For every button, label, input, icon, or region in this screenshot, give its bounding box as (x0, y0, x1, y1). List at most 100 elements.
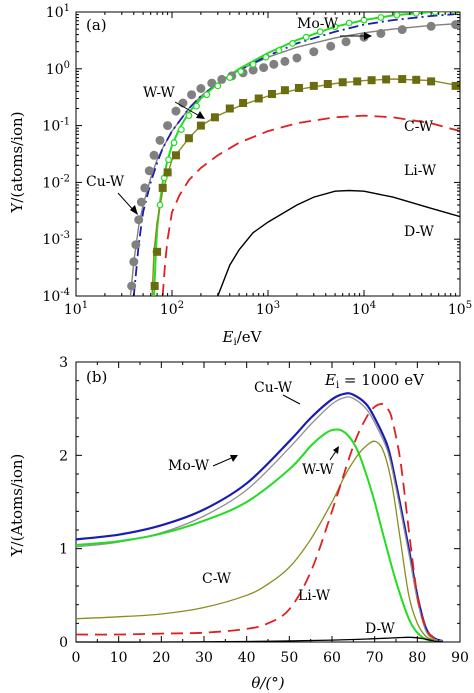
marker-a-w-w-markers (262, 53, 270, 61)
panel-a-series (127, 12, 460, 296)
marker-a-cu-w-markers (426, 21, 436, 31)
marker-a-w-w-markers (345, 19, 353, 27)
annotation-cu-w: Cu-W (86, 174, 125, 190)
marker-a-c-w-markers (153, 247, 162, 256)
annotation-c-w: C-W (404, 119, 434, 135)
marker-a-w-w-markers (185, 112, 193, 119)
marker-a-w-w-markers (156, 201, 164, 209)
y-tick-label-a: 10-3 (42, 230, 70, 248)
marker-a-c-w-markers (150, 281, 159, 290)
marker-a-cu-w-markers (397, 25, 407, 35)
panel-b: 0 10 20 30 40 50 60 70 80 90 0 1 2 3 (b) Ei = 1000 eV… (8, 355, 469, 692)
x-tick-label-a: 105 (448, 300, 472, 318)
marker-a-cu-w-markers (136, 197, 146, 207)
marker-a-cu-w-markers (259, 63, 269, 73)
marker-a-cu-w-markers (207, 78, 217, 88)
marker-a-w-w-markers (193, 102, 200, 110)
marker-a-c-w-markers (163, 168, 172, 177)
marker-a-cu-w-markers (376, 28, 386, 38)
marker-a-w-w-markers (237, 67, 245, 75)
marker-a-cu-w-markers (171, 106, 181, 116)
annotation-li-w: Li-W (404, 163, 437, 179)
marker-a-c-w-markers (427, 77, 436, 86)
marker-a-w-w-markers (431, 12, 439, 16)
x-tick-label-b: 0 (72, 650, 81, 666)
marker-a-cu-w-markers (144, 166, 154, 176)
marker-a-cu-w-markers (187, 90, 197, 100)
panel-b-series (75, 392, 444, 643)
marker-a-w-w-markers (393, 12, 401, 19)
marker-a-w-w-markers (226, 74, 234, 81)
marker-a-cu-w-markers (134, 215, 144, 225)
marker-a-c-w-markers (412, 75, 421, 84)
x-tick-label-b: 40 (238, 650, 256, 666)
panel-a-ylabel: Y/(atoms/ion) (8, 111, 26, 213)
marker-a-c-w-markers (338, 78, 347, 87)
marker-a-w-w-markers (377, 14, 385, 21)
series-line-a-cu-w (129, 22, 460, 296)
series-line-a-w-w (153, 12, 456, 296)
panel-b-ylabel: Y/(Atoms/ion) (8, 454, 26, 558)
marker-a-c-w-markers (225, 104, 234, 113)
x-tick-label-b: 90 (451, 650, 469, 666)
marker-a-cu-w-markers (196, 83, 206, 93)
y-tick-label-a: 100 (46, 60, 70, 78)
panel-a: 101 102 103 104 105 10-4 10-3 10-2 10-1 100 101 (a… (8, 3, 472, 348)
marker-a-cu-w-markers (129, 257, 139, 267)
annotation-b-c-w: C-W (202, 571, 232, 587)
annotation-b-w-w: W-W (302, 462, 334, 478)
marker-a-c-w-markers (196, 121, 205, 130)
marker-a-w-w-markers (331, 23, 339, 31)
x-tick-label-b: 20 (152, 650, 170, 666)
marker-a-cu-w-markers (127, 281, 137, 291)
marker-a-cu-w-markers (451, 20, 460, 30)
marker-a-w-w-markers (170, 139, 178, 147)
marker-a-c-w-markers (323, 80, 332, 89)
marker-a-cu-w-markers (269, 59, 279, 69)
x-tick-label-a: 102 (160, 300, 184, 318)
marker-a-c-w-markers (254, 94, 263, 103)
marker-a-c-w-markers (239, 98, 248, 107)
x-tick-label-a: 104 (352, 300, 376, 318)
annotation-b-li-w: Li-W (298, 588, 331, 604)
y-tick-label-b: 3 (59, 355, 68, 371)
y-tick-label-a: 101 (46, 3, 70, 21)
marker-a-cu-w-markers (341, 37, 351, 47)
marker-a-cu-w-markers (309, 47, 319, 57)
marker-a-c-w-markers (171, 151, 180, 160)
marker-a-cu-w-markers (248, 65, 258, 75)
marker-a-cu-w-markers (149, 150, 159, 160)
marker-a-c-w-markers (451, 81, 460, 90)
x-tick-label-b: 50 (280, 650, 298, 666)
panel-a-label: (a) (86, 16, 107, 34)
marker-a-w-w-markers (360, 16, 368, 24)
marker-a-w-w-markers (316, 28, 324, 36)
marker-a-w-w-markers (177, 126, 185, 134)
annotation-w-w: W-W (143, 85, 175, 101)
annotation-arrows-a (117, 32, 372, 215)
panel-b-label: (b) (86, 368, 107, 386)
series-line-b-cu-w (75, 396, 444, 642)
panel-b-xlabel: θ/(°) (251, 674, 284, 692)
x-tick-label-b: 30 (195, 650, 213, 666)
y-tick-label-a: 10-4 (42, 287, 70, 305)
marker-a-w-w-markers (203, 91, 211, 99)
y-tick-label-a: 10-2 (42, 173, 70, 191)
marker-a-cu-w-markers (140, 183, 150, 193)
marker-a-w-w-markers (302, 33, 310, 41)
marker-a-cu-w-markers (131, 240, 141, 250)
y-tick-label-a: 10-1 (42, 117, 70, 135)
y-tick-label-b: 2 (59, 448, 68, 464)
marker-a-w-w-markers (165, 156, 172, 164)
y-tick-label-b: 1 (59, 542, 68, 558)
y-tick-label-b: 0 (59, 635, 68, 651)
series-line-a-d-w (217, 189, 460, 296)
series-line-a-c-w (151, 78, 460, 296)
marker-a-c-w-markers (382, 75, 391, 84)
annotation-b-d-w: D-W (365, 621, 395, 637)
annotation-b-cu-w: Cu-W (254, 380, 293, 396)
marker-a-c-w-markers (267, 90, 276, 99)
marker-a-cu-w-markers (217, 74, 227, 84)
panel-b-title: Ei = 1000 eV (324, 371, 425, 391)
marker-a-c-w-markers (309, 81, 318, 90)
